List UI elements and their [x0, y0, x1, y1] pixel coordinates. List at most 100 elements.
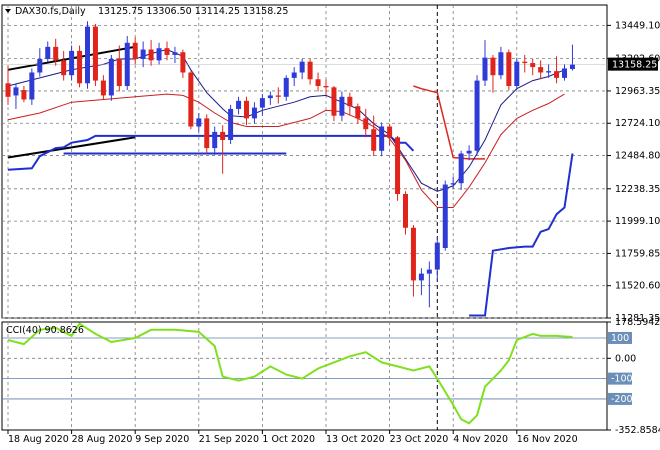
candle-up: [466, 150, 472, 154]
candle-up: [108, 58, 114, 96]
candle-up: [172, 52, 178, 55]
stop-line: [413, 85, 485, 160]
current-price-badge: [608, 57, 658, 71]
candle-down: [331, 87, 337, 116]
candle-down: [275, 95, 281, 97]
price-tick-label: 12484.80: [615, 151, 660, 162]
date-tick-label: 16 Nov 2020: [517, 434, 578, 445]
candle-up: [140, 49, 146, 59]
candle-up: [13, 87, 19, 96]
candle-up: [69, 50, 75, 76]
candle-up: [379, 126, 385, 151]
cci-tick-label: -352.8584: [615, 425, 660, 436]
candle-down: [61, 60, 67, 76]
date-tick-label: 13 Oct 2020: [326, 434, 385, 445]
candle-down: [395, 137, 401, 194]
cci-header: CCI(40) 90.8626: [6, 325, 84, 336]
price-tick-label: 12724.10: [615, 118, 660, 129]
price-tick-label: 13449.10: [615, 20, 660, 31]
candle-up: [434, 242, 440, 270]
candle-down: [220, 131, 226, 140]
candle-down: [554, 71, 560, 78]
candle-up: [482, 57, 488, 81]
candle-up: [283, 77, 289, 97]
candlestick-series: [5, 21, 575, 308]
candle-up: [299, 61, 305, 73]
candle-up: [450, 183, 456, 185]
price-tick-label: 11759.85: [615, 248, 660, 259]
slow-moving-average: [7, 93, 565, 208]
cci-tick-label: -200: [611, 394, 633, 405]
candle-up: [562, 68, 567, 78]
candle-down: [530, 63, 536, 68]
candle-up: [291, 72, 297, 78]
candle-up: [212, 131, 218, 149]
date-tick-label: 1 Oct 2020: [262, 434, 315, 445]
candle-up: [228, 108, 234, 140]
candle-down: [77, 50, 83, 84]
current-price-label: 13158.25: [612, 60, 657, 71]
candle-up: [514, 61, 520, 86]
lower-trendline: [7, 136, 136, 159]
date-tick-label: 23 Oct 2020: [390, 434, 449, 445]
candle-down: [132, 42, 138, 59]
candle-up: [339, 96, 345, 116]
cci-tick-label: 178.5942: [615, 317, 660, 328]
candle-up: [45, 46, 51, 59]
candle-up: [251, 107, 257, 119]
candle-down: [355, 106, 361, 119]
price-axes: 13449.1013202.6012963.3512724.1012484.80…: [7, 20, 660, 445]
cci-level-badge: [608, 392, 632, 405]
candle-down: [387, 126, 393, 138]
candle-up: [156, 48, 162, 61]
cci-tick-label: -100: [611, 374, 633, 385]
dropdown-arrow-icon[interactable]: [5, 9, 11, 13]
cci-tick-label: 0.00: [615, 353, 636, 364]
cci-tick-label: 100: [611, 333, 629, 344]
candle-down: [522, 61, 528, 64]
candle-down: [307, 61, 313, 80]
candle-up: [85, 26, 90, 84]
candle-down: [371, 129, 377, 151]
candle-up: [546, 71, 552, 73]
date-tick-label: 4 Nov 2020: [453, 434, 508, 445]
candle-down: [116, 58, 122, 86]
cci-panel: [1, 321, 608, 431]
candle-up: [474, 80, 480, 151]
candle-down: [506, 52, 512, 86]
date-tick-label: 21 Sep 2020: [199, 434, 259, 445]
candle-down: [410, 227, 416, 281]
symbol-header: DAX30.fs,Daily: [15, 6, 86, 17]
candle-down: [53, 46, 59, 61]
candle-up: [426, 269, 432, 274]
main-price-grid: [1, 4, 608, 319]
main-panel-frame: [1, 4, 608, 319]
candle-down: [315, 79, 321, 86]
candle-up: [458, 153, 464, 184]
price-tick-label: 11281.35: [615, 313, 660, 324]
fast-moving-average: [7, 48, 565, 192]
candle-down: [204, 118, 210, 149]
candle-down: [92, 26, 98, 81]
candle-up: [236, 100, 242, 109]
candle-down: [323, 85, 329, 88]
candle-down: [538, 67, 544, 73]
candle-down: [347, 96, 353, 107]
candle-up: [498, 52, 504, 76]
candle-down: [21, 90, 27, 100]
candle-down: [148, 49, 154, 61]
sar-recovery-line: [469, 153, 574, 317]
price-tick-label: 11520.60: [615, 281, 660, 292]
indicator-overlays: [2, 45, 607, 317]
candle-up: [259, 98, 265, 108]
ohlc-header: 13125.75 13306.50 13114.25 13158.25: [98, 6, 288, 17]
candle-up: [124, 42, 130, 86]
candle-up: [569, 64, 575, 70]
price-tick-label: 12963.35: [615, 86, 660, 97]
candle-up: [29, 72, 35, 100]
date-tick-label: 18 Aug 2020: [8, 434, 69, 445]
cci-level-badge: [608, 372, 632, 385]
candle-down: [164, 48, 170, 55]
date-tick-label: 9 Sep 2020: [135, 434, 189, 445]
